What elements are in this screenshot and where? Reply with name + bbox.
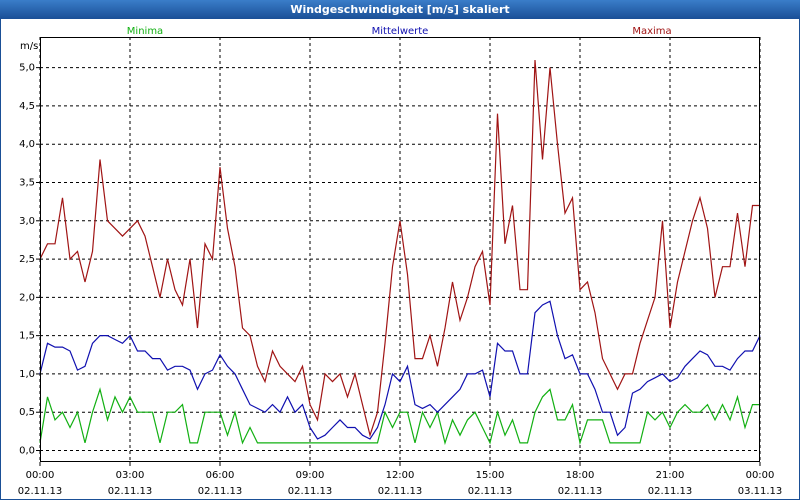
y-axis-unit: m/s [20, 41, 38, 52]
x-tick-date: 02.11.13 [108, 486, 153, 497]
y-tick-label: 1,5 [19, 331, 35, 342]
y-tick-label: 3,5 [19, 177, 35, 188]
x-tick-label: 18:00 [566, 470, 595, 481]
title-bar [0, 0, 800, 19]
plot-frame [40, 37, 760, 462]
x-tick-date: 03.11.13 [738, 486, 783, 497]
x-tick-label: 00:00 [26, 470, 55, 481]
x-tick-label: 12:00 [386, 470, 415, 481]
legend-label: Minima [127, 26, 163, 37]
series-line [39, 59, 760, 438]
y-tick-label: 5,0 [19, 63, 35, 74]
x-tick-label: 00:00 [746, 470, 775, 481]
legend-label: Mittelwerte [372, 26, 429, 37]
y-tick-label: 2,0 [19, 292, 35, 303]
x-tick-date: 02.11.13 [288, 486, 333, 497]
y-tick-label: 0,0 [19, 446, 35, 457]
x-tick-date: 02.11.13 [18, 486, 63, 497]
series-line [39, 300, 761, 440]
x-tick-date: 02.11.13 [468, 486, 513, 497]
x-tick-label: 06:00 [206, 470, 235, 481]
x-tick-date: 02.11.13 [648, 486, 693, 497]
y-tick-label: 0,5 [19, 407, 35, 418]
plot-area: 0,0 0,5 1,0 1,5 2,0 2,5 3,0 3,5 4,0 4,5 5,0 00:00 02… [18, 26, 783, 497]
y-tick-label: 3,0 [19, 216, 35, 227]
legend-label: Maxima [632, 26, 671, 37]
x-tick-date: 02.11.13 [198, 486, 243, 497]
y-tick-label: 2,5 [19, 254, 35, 265]
x-tick-label: 03:00 [116, 470, 145, 481]
x-tick-label: 21:00 [656, 470, 685, 481]
x-tick-label: 09:00 [296, 470, 325, 481]
x-tick-date: 02.11.13 [558, 486, 603, 497]
y-tick-label: 4,0 [19, 139, 35, 150]
x-tick-date: 02.11.13 [378, 486, 423, 497]
series-line [39, 387, 760, 446]
chart-title: Windgeschwindigkeit [m/s] skaliert [290, 3, 509, 16]
y-tick-label: 4,5 [19, 101, 35, 112]
y-tick-label: 1,0 [19, 369, 35, 380]
x-tick-label: 15:00 [476, 470, 505, 481]
